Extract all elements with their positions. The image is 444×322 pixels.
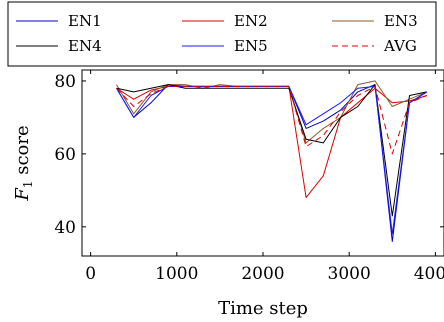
legend-label-en4: EN4: [68, 37, 102, 55]
y-tick-label: 60: [54, 145, 76, 165]
y-tick-label: 40: [54, 218, 76, 238]
y-axis-title: F1 score: [12, 125, 35, 201]
x-axis-title: Time step: [218, 298, 308, 319]
ticks-layer: 0 1000 2000 3000 4000 40 60 80: [54, 70, 444, 284]
legend-label-avg: AVG: [383, 37, 417, 55]
y-axis-title-f: F: [12, 187, 33, 202]
legend-label-en3: EN3: [384, 12, 418, 30]
legend-box: [7, 1, 437, 67]
series-line-en2: [116, 85, 427, 199]
x-tick-label: 3000: [328, 264, 371, 284]
series-line-en4: [116, 84, 427, 217]
x-tick-label: 0: [85, 264, 96, 284]
y-axis-title-rest: score: [12, 125, 33, 180]
series-layer: [116, 80, 428, 242]
x-tick-label: 2000: [241, 264, 284, 284]
y-axis-title-sub: 1: [21, 181, 35, 189]
legend-label-en5: EN5: [234, 37, 268, 55]
x-tick-label: 1000: [155, 264, 198, 284]
y-tick-label: 80: [54, 72, 76, 92]
legend-label-en2: EN2: [234, 12, 268, 30]
legend: EN1 EN2 EN3 EN4 EN5 AVG: [16, 12, 418, 55]
legend-label-en1: EN1: [68, 12, 102, 30]
series-line-avg: [116, 85, 427, 155]
x-tick-label: 4000: [414, 264, 444, 284]
